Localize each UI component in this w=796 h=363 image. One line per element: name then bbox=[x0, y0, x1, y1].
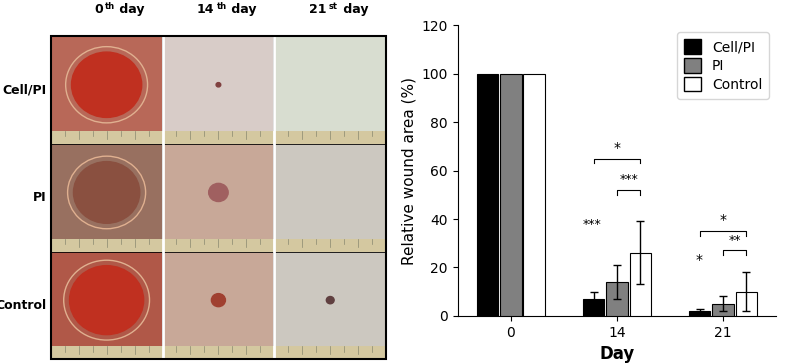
Circle shape bbox=[72, 52, 142, 118]
Text: Cell/PI: Cell/PI bbox=[2, 83, 47, 97]
Bar bbox=[51, 239, 162, 252]
Bar bbox=[51, 36, 162, 144]
Y-axis label: Relative wound area (%): Relative wound area (%) bbox=[401, 77, 416, 265]
Text: day: day bbox=[227, 3, 256, 16]
Text: ***: *** bbox=[619, 174, 638, 186]
Text: 0: 0 bbox=[94, 3, 103, 16]
Circle shape bbox=[73, 162, 140, 223]
Bar bbox=[275, 239, 386, 252]
Bar bbox=[736, 291, 757, 316]
Bar bbox=[524, 74, 544, 316]
Bar bbox=[51, 346, 162, 359]
Text: *: * bbox=[720, 213, 727, 228]
Bar bbox=[51, 131, 162, 144]
Bar bbox=[630, 253, 651, 316]
Text: day: day bbox=[115, 3, 145, 16]
Bar bbox=[51, 144, 162, 252]
Bar bbox=[275, 36, 386, 144]
Bar bbox=[162, 252, 275, 359]
Circle shape bbox=[209, 183, 228, 201]
Bar bbox=[162, 131, 275, 144]
Bar bbox=[275, 346, 386, 359]
Bar bbox=[583, 299, 604, 316]
Bar bbox=[162, 346, 275, 359]
Circle shape bbox=[69, 266, 143, 335]
Bar bbox=[162, 144, 275, 252]
Bar bbox=[162, 36, 275, 144]
Bar bbox=[275, 144, 386, 252]
Text: 14: 14 bbox=[197, 3, 215, 16]
Text: *: * bbox=[695, 253, 702, 268]
Text: *: * bbox=[614, 141, 620, 155]
X-axis label: Day: Day bbox=[599, 345, 634, 363]
Bar bbox=[51, 36, 386, 359]
Text: ***: *** bbox=[583, 218, 602, 231]
Bar bbox=[500, 74, 521, 316]
Text: 21: 21 bbox=[309, 3, 326, 16]
Circle shape bbox=[216, 83, 220, 87]
Bar bbox=[275, 131, 386, 144]
Text: st: st bbox=[328, 2, 338, 11]
Text: th: th bbox=[217, 2, 227, 11]
Bar bbox=[689, 311, 710, 316]
Bar bbox=[712, 304, 734, 316]
Circle shape bbox=[212, 294, 225, 307]
Bar bbox=[51, 252, 162, 359]
Text: **: ** bbox=[728, 234, 741, 247]
Text: th: th bbox=[104, 2, 115, 11]
Bar bbox=[477, 74, 498, 316]
Text: day: day bbox=[339, 3, 369, 16]
Legend: Cell/PI, PI, Control: Cell/PI, PI, Control bbox=[677, 32, 769, 99]
Circle shape bbox=[326, 297, 334, 304]
Bar bbox=[607, 282, 627, 316]
Bar bbox=[275, 252, 386, 359]
Text: Control: Control bbox=[0, 299, 47, 312]
Bar bbox=[162, 239, 275, 252]
Text: PI: PI bbox=[33, 191, 47, 204]
